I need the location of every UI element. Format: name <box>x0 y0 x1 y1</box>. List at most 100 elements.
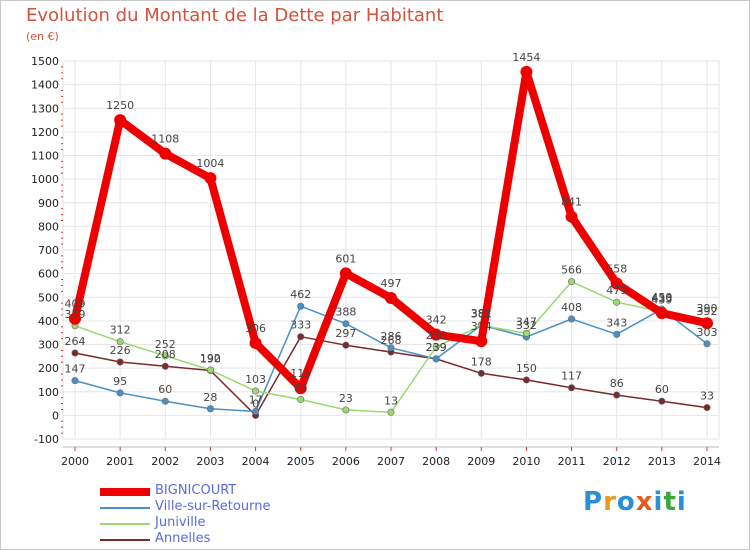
x-tick-label: 2000 <box>61 455 89 468</box>
y-tick-label: 300 <box>38 339 59 352</box>
logo-letter: i <box>653 487 664 517</box>
unit-label: (en €) <box>26 30 59 43</box>
data-point <box>161 397 169 405</box>
data-point <box>520 65 533 78</box>
data-label: 268 <box>381 334 402 347</box>
data-label: 178 <box>471 355 492 368</box>
logo-letter: x <box>635 487 654 517</box>
y-tick-label: 1400 <box>31 79 59 92</box>
data-label: 347 <box>516 315 537 328</box>
data-label: 147 <box>65 363 86 376</box>
data-label: 433 <box>651 292 672 305</box>
data-label: 286 <box>381 330 402 343</box>
data-label: 409 <box>65 298 86 311</box>
data-label: 312 <box>110 324 131 337</box>
logo-letter: i <box>676 487 687 517</box>
data-point <box>252 407 260 415</box>
data-point <box>204 172 217 185</box>
x-tick-label: 2012 <box>603 455 631 468</box>
data-point <box>161 362 169 370</box>
y-tick-label: -100 <box>34 433 59 446</box>
data-point <box>159 147 172 160</box>
data-label: 60 <box>158 383 172 396</box>
data-point <box>658 397 666 405</box>
data-label: 408 <box>561 301 582 314</box>
data-label: 439 <box>651 294 672 307</box>
x-tick-label: 2011 <box>558 455 586 468</box>
data-label: 190 <box>200 352 221 365</box>
legend-label: BIGNICOURT <box>155 483 237 498</box>
data-label: 332 <box>516 319 537 332</box>
data-label: 297 <box>335 327 356 340</box>
data-label: 390 <box>697 302 718 315</box>
data-label: 33 <box>700 390 714 403</box>
x-tick-label: 2006 <box>332 455 360 468</box>
chart-title: Evolution du Montant de la Dette par Hab… <box>26 5 444 26</box>
x-tick-label: 2008 <box>422 455 450 468</box>
data-label: 462 <box>290 288 311 301</box>
data-point <box>297 302 305 310</box>
x-tick-label: 2010 <box>512 455 540 468</box>
data-point <box>71 349 79 357</box>
data-point <box>432 343 440 351</box>
y-tick-label: 900 <box>38 197 59 210</box>
series-bignicourt <box>69 65 713 395</box>
data-point <box>387 408 395 416</box>
data-point <box>342 341 350 349</box>
data-point <box>522 329 530 337</box>
data-point <box>475 335 488 348</box>
data-label: 115 <box>290 367 311 380</box>
data-label: 342 <box>426 314 447 327</box>
data-label: 60 <box>655 383 669 396</box>
data-point <box>613 298 621 306</box>
data-label: 566 <box>561 264 582 277</box>
logo-letter: o <box>616 487 636 517</box>
data-point <box>249 337 262 350</box>
legend-swatch <box>100 507 150 509</box>
data-label: 1004 <box>196 157 224 170</box>
data-point <box>116 338 124 346</box>
data-labels: 264 226 208 190 0 333 297 268 239 178 150 117 86 60 33… <box>65 51 718 411</box>
data-label: 17 <box>249 393 263 406</box>
data-label: 95 <box>113 375 127 388</box>
legend-label: Annelles <box>155 531 211 546</box>
data-label: 381 <box>471 307 492 320</box>
data-label: 1250 <box>106 99 134 112</box>
data-label: 239 <box>426 341 447 354</box>
axes: -100010020030040050060070080090010001100… <box>31 55 721 468</box>
data-label: 343 <box>606 316 627 329</box>
data-point <box>116 389 124 397</box>
data-point <box>522 376 530 384</box>
data-point <box>701 317 713 330</box>
data-label: 192 <box>200 352 221 365</box>
data-label: 388 <box>335 306 356 319</box>
data-label: 558 <box>606 263 627 276</box>
data-label: 117 <box>561 370 582 383</box>
data-label: 379 <box>65 308 86 321</box>
data-point <box>206 366 214 374</box>
data-point <box>206 405 214 413</box>
x-tick-label: 2005 <box>287 455 315 468</box>
data-label: 103 <box>245 373 266 386</box>
data-label: 392 <box>697 305 718 318</box>
data-point <box>342 320 350 328</box>
data-point <box>114 114 127 127</box>
y-tick-label: 100 <box>38 386 59 399</box>
data-point <box>342 406 350 414</box>
y-tick-label: 700 <box>38 244 59 257</box>
data-point <box>703 340 711 348</box>
data-point <box>385 291 397 304</box>
data-label: 601 <box>335 252 356 265</box>
y-tick-label: 600 <box>38 268 59 281</box>
x-tick-label: 2001 <box>106 455 134 468</box>
y-tick-label: 400 <box>38 315 59 328</box>
data-point <box>387 344 395 352</box>
data-label: 28 <box>203 391 217 404</box>
data-point <box>568 384 576 392</box>
data-label: 23 <box>339 392 353 405</box>
y-tick-label: 500 <box>38 291 59 304</box>
data-label: 1454 <box>512 51 540 64</box>
data-label: 841 <box>561 196 582 209</box>
data-point <box>252 387 260 395</box>
data-label: 290 <box>426 329 447 342</box>
